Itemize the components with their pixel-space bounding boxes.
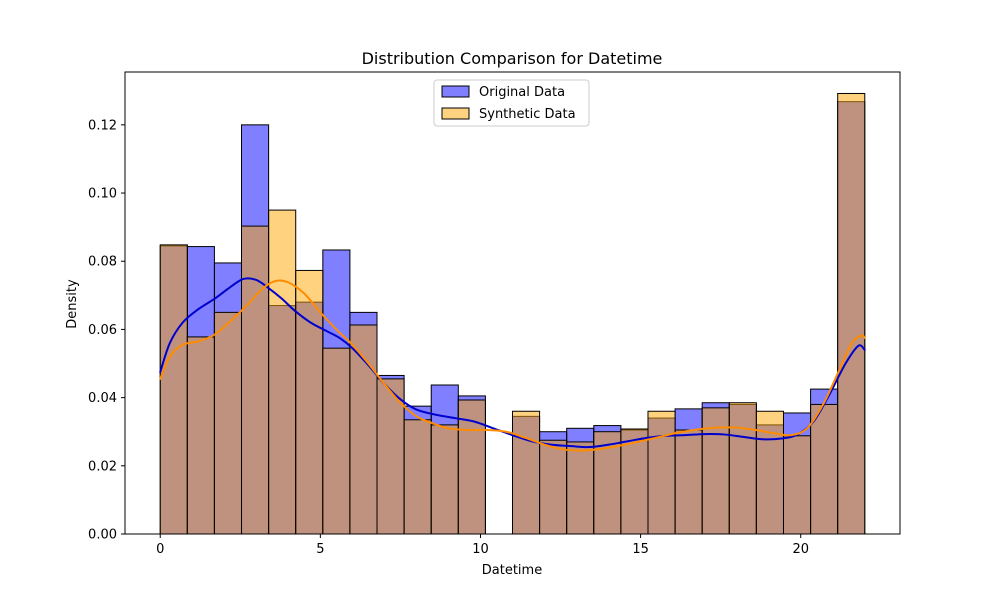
bar-series-2-bin-11 <box>430 424 459 535</box>
y-axis-label: Density <box>65 279 80 329</box>
bar-series-2-bin-22 <box>755 410 784 535</box>
bar-series-2-bin-13 <box>512 410 541 535</box>
bar-series-2-bin-5 <box>268 209 297 535</box>
x-tick-label-4: 15 <box>632 542 649 557</box>
bar-series-2-bin-1 <box>159 244 188 535</box>
axes-layer: 0 5 10 15 20 0.00 0.02 0.04 0.06 0.08 0.10 0.12 <box>88 71 901 557</box>
kde-line-series-1 <box>159 277 866 449</box>
chart-title: Distribution Comparison for Datetime <box>362 49 663 68</box>
bar-series-2-bin-25 <box>837 92 866 535</box>
y-tick-label-1: 0.00 <box>88 528 117 543</box>
bar-series-2-bin-14 <box>539 439 568 535</box>
bar-series-2-bin-12 <box>457 399 486 535</box>
legend-label-2: Synthetic Data <box>479 107 576 122</box>
bars-layer <box>159 92 866 535</box>
legend-swatch-2 <box>441 107 470 120</box>
x-tick-label-1: 0 <box>156 542 164 557</box>
bar-series-2-bin-3 <box>213 311 243 535</box>
y-tick-label-2: 0.02 <box>88 459 117 474</box>
bar-series-2-bin-21 <box>728 402 757 535</box>
kde-layer <box>159 277 866 452</box>
legend-label-1: Original Data <box>479 85 565 100</box>
x-axis-label: Datetime <box>482 563 542 578</box>
y-tick-label-6: 0.10 <box>88 187 117 202</box>
bar-series-2-bin-15 <box>566 441 595 535</box>
y-tick-label-3: 0.04 <box>88 391 117 406</box>
legend-box <box>433 79 590 127</box>
x-tick-label-5: 20 <box>792 542 809 557</box>
legend-swatch-1 <box>441 85 470 98</box>
kde-line-series-2 <box>159 279 866 452</box>
y-tick-label-5: 0.08 <box>88 255 117 270</box>
x-tick-label-2: 5 <box>316 542 324 557</box>
histogram-series-2 <box>159 92 866 535</box>
bar-series-2-bin-24 <box>810 403 839 535</box>
bar-series-2-bin-2 <box>186 336 215 535</box>
y-tick-label-7: 0.12 <box>88 118 117 133</box>
bar-series-2-bin-7 <box>322 347 351 535</box>
bar-series-2-bin-18 <box>647 410 676 535</box>
x-tick-label-3: 10 <box>472 542 489 557</box>
bar-series-2-bin-17 <box>620 428 649 535</box>
bar-series-2-bin-19 <box>674 429 703 535</box>
legend: Original Data Synthetic Data <box>433 79 590 127</box>
y-tick-label-4: 0.06 <box>88 323 117 338</box>
bar-series-2-bin-23 <box>782 435 812 535</box>
bar-series-2-bin-10 <box>403 419 432 535</box>
plot-frame <box>124 71 901 535</box>
bar-series-2-bin-4 <box>241 225 270 535</box>
